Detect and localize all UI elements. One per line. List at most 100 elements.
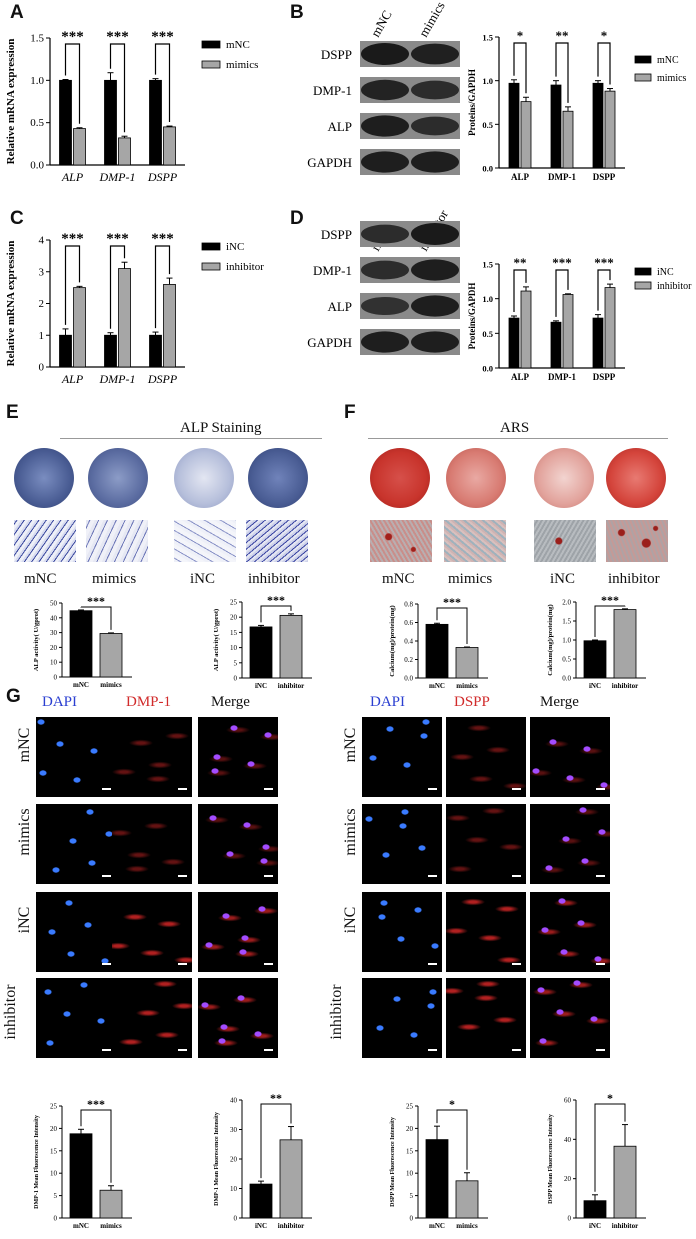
y-tick-label: 0: [234, 675, 238, 683]
category-label: iNC: [589, 682, 601, 690]
ars-plate-mnc: [370, 448, 430, 508]
ars-title: ARS: [500, 420, 530, 436]
legend-label: inhibitor: [657, 281, 692, 292]
significance-label: ***: [267, 593, 285, 607]
y-tick-label: 10: [406, 1170, 414, 1178]
blot-band: [411, 259, 459, 281]
significance-bracket: [260, 1103, 292, 1179]
blot-band: [411, 80, 459, 100]
y-tick-label: 0.0: [482, 164, 493, 174]
ars-plate-mimics: [446, 448, 506, 508]
ars-rule: [368, 438, 668, 439]
chart-e-alp-inhibitor: 0 5 10 15 20 25 ALP activity( U/gprot) iNC inhib…: [213, 593, 312, 690]
significance-label: ***: [151, 231, 174, 247]
blot-band: [361, 151, 409, 173]
scale-bar: [264, 875, 273, 877]
bar-mnc-alp: [59, 79, 72, 166]
y-tick-label: 1.0: [482, 76, 493, 86]
ars-plate-inc: [534, 448, 594, 508]
category-label: iNC: [255, 1222, 267, 1230]
scale-bar: [102, 1049, 111, 1051]
ars-micro-inc: [534, 520, 596, 562]
scale-bar: [178, 788, 187, 790]
legend-swatch: [201, 60, 221, 69]
bar-inhibitor: [279, 1139, 303, 1219]
western-blot-b: mNC mimics DSPP DMP-1 ALP GAPDH: [307, 0, 460, 175]
panel-letter-g: G: [6, 686, 21, 707]
y-tick-label: 5: [54, 1192, 58, 1200]
fluo-row-label-right-inc: iNC: [342, 906, 359, 934]
chart-b-protein-mimics: 0.0 0.5 1.0 1.5 Proteins/GAPDH * ALP ** DMP-1 * DS…: [467, 28, 687, 182]
blot-row-label: DSPP: [321, 47, 352, 62]
chart-g-dspp-mimics: 0 5 10 15 20 25 DSPP Mean Fluorescence Intensi…: [390, 1097, 488, 1230]
y-tick-label: 4: [39, 235, 45, 247]
legend-label: mNC: [657, 55, 679, 66]
legend-swatch: [634, 55, 652, 64]
y-tick-label: 1.5: [30, 33, 44, 45]
y-tick-label: 20: [564, 1175, 572, 1183]
legend-swatch: [634, 73, 652, 82]
scale-bar: [596, 963, 605, 965]
fluo-image-dapi-inc: [36, 892, 116, 972]
fluo-image-dapi-mnc: [362, 717, 442, 797]
alp-micro-mimics: [86, 520, 148, 562]
y-tick-label: 0.2: [404, 656, 413, 664]
bar-inc: [583, 1200, 607, 1219]
significance-label: ***: [443, 595, 461, 609]
fluo-image-dmp1-inc: [112, 892, 192, 972]
y-tick-label: 0: [568, 1215, 572, 1223]
ars-label-inc: iNC: [550, 571, 576, 587]
significance-label: **: [514, 255, 527, 270]
blot-row-label: DMP-1: [313, 83, 352, 98]
bar-inhibitor-alp: [520, 290, 532, 369]
bar-inc-dmp-1: [550, 321, 562, 369]
y-axis-label: Relative mRNA expression: [5, 39, 17, 165]
blot-band: [411, 331, 459, 353]
bar-mimics-dspp: [604, 90, 616, 169]
y-tick-label: 0.6: [404, 619, 413, 627]
significance-label: ***: [552, 255, 572, 270]
chart-a-mrna-mimics: 0.0 0.5 1.0 1.5 Relative mRNA expression *** A…: [5, 29, 258, 184]
bar-mnc-dspp: [149, 79, 162, 166]
y-tick-label: 15: [230, 629, 238, 637]
scale-bar: [428, 875, 437, 877]
blot-band: [361, 115, 409, 137]
y-tick-label: 40: [230, 1097, 238, 1105]
blot-band: [411, 116, 459, 136]
bar-mimics: [455, 647, 479, 679]
y-tick-label: 2: [39, 298, 45, 310]
bar-inc-dmp-1: [104, 334, 117, 368]
alp-micro-mnc: [14, 520, 76, 562]
significance-label: ***: [151, 29, 174, 45]
ars-micro-mnc: [370, 520, 432, 562]
y-axis-label: DSPP Mean Fluorescence Intensity: [390, 1117, 396, 1207]
significance-label: ***: [61, 29, 84, 45]
fluo-image-merge-mnc: [530, 717, 610, 797]
bar-mimics: [99, 633, 123, 678]
panel-letter-c: C: [10, 208, 24, 229]
legend-label: mNC: [226, 39, 250, 51]
blot-row-label: ALP: [327, 119, 352, 134]
bar-inhibitor-dspp: [604, 287, 616, 369]
y-tick-label: 0: [39, 362, 45, 374]
y-tick-label: 10: [230, 644, 238, 652]
significance-bracket: [597, 269, 611, 311]
bar-mnc: [69, 1133, 93, 1219]
y-tick-label: 0.4: [404, 638, 413, 646]
category-label: inhibitor: [278, 1222, 304, 1230]
y-axis-label: ALP activity( U/gprot): [33, 609, 40, 671]
bar-inhibitor-dmp-1: [118, 268, 131, 368]
fluo-image-merge-inhibitor: [530, 978, 610, 1058]
y-tick-label: 40: [564, 1136, 572, 1144]
y-tick-label: 20: [230, 1156, 238, 1164]
scale-bar: [428, 788, 437, 790]
y-tick-label: 1.5: [482, 33, 493, 43]
scale-bar: [512, 1049, 521, 1051]
fluo-image-dmp1-mnc: [112, 717, 192, 797]
fluo-image-dspp-mimics: [446, 804, 526, 884]
significance-bracket: [513, 42, 527, 94]
fluo-header-dmp-1: DMP-1: [126, 694, 172, 710]
fluo-image-dapi-inhibitor: [362, 978, 442, 1058]
blot-band: [361, 297, 409, 315]
significance-bracket: [80, 606, 112, 630]
